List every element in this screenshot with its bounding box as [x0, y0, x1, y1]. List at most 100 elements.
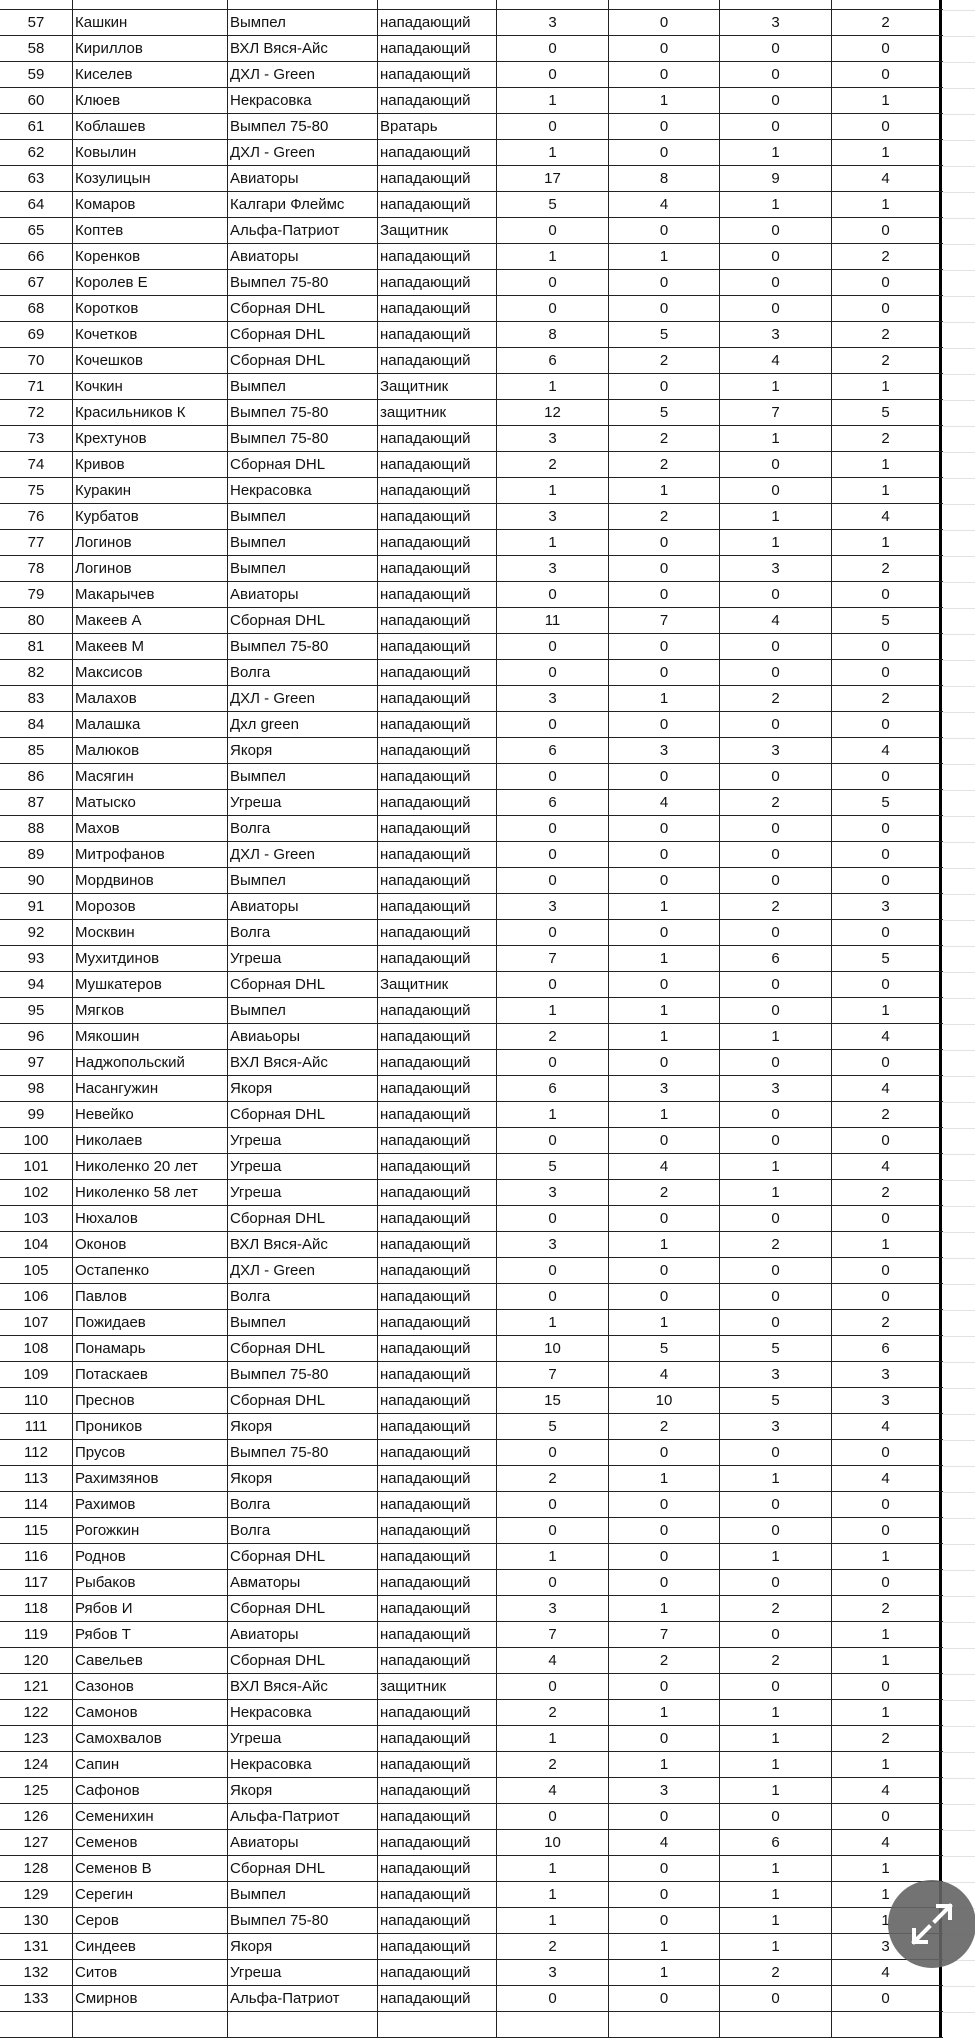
cell-team[interactable]: Сборная DHL: [228, 1648, 378, 1673]
cell-stat-2[interactable]: 2: [609, 452, 720, 477]
cell-team[interactable]: Калгари Флеймс: [228, 192, 378, 217]
cell-stat-3[interactable]: 0: [720, 88, 832, 113]
row-header[interactable]: 63: [0, 166, 73, 191]
cell-team[interactable]: Вымпел: [228, 998, 378, 1023]
row-header[interactable]: 118: [0, 1596, 73, 1621]
cell-stat-3[interactable]: 0: [720, 998, 832, 1023]
row-header[interactable]: 85: [0, 738, 73, 763]
cell-player-name[interactable]: Мякошин: [73, 1024, 228, 1049]
cell-team[interactable]: Угреша: [228, 946, 378, 971]
cell-team[interactable]: Якоря: [228, 1466, 378, 1491]
cell-row-number[interactable]: [0, 0, 73, 9]
cell-team[interactable]: Волга: [228, 660, 378, 685]
cell-stat-3[interactable]: 2: [720, 790, 832, 815]
row-header[interactable]: 87: [0, 790, 73, 815]
cell-stat-3[interactable]: 1: [720, 1882, 832, 1907]
cell-player-name[interactable]: Королев Е: [73, 270, 228, 295]
cell-stat-4[interactable]: 0: [832, 114, 942, 139]
cell-stat-2[interactable]: 8: [609, 166, 720, 191]
cell-team[interactable]: ВХЛ Вяся-Айс: [228, 1050, 378, 1075]
row-header[interactable]: 114: [0, 1492, 73, 1517]
cell-position[interactable]: нападающий: [378, 1024, 497, 1049]
cell-stat-3[interactable]: 6: [720, 946, 832, 971]
cell-position[interactable]: нападающий: [378, 1830, 497, 1855]
cell-stat-2[interactable]: 0: [609, 764, 720, 789]
cell-position[interactable]: нападающий: [378, 1102, 497, 1127]
cell-position[interactable]: нападающий: [378, 1856, 497, 1881]
cell-stat-1[interactable]: 3: [497, 686, 609, 711]
cell-player-name[interactable]: Комаров: [73, 192, 228, 217]
cell-stat-4[interactable]: 0: [832, 920, 942, 945]
cell-player-name[interactable]: Пожидаев: [73, 1310, 228, 1335]
cell-team[interactable]: Авиаторы: [228, 894, 378, 919]
cell-stat-1[interactable]: 1: [497, 1544, 609, 1569]
cell-stat-3[interactable]: [720, 0, 832, 9]
cell-team[interactable]: Вымпел 75-80: [228, 1362, 378, 1387]
cell-stat-2[interactable]: 0: [609, 270, 720, 295]
row-header[interactable]: 108: [0, 1336, 73, 1361]
cell-stat-3[interactable]: 2: [720, 894, 832, 919]
cell-position[interactable]: нападающий: [378, 686, 497, 711]
cell-team[interactable]: Вымпел: [228, 556, 378, 581]
cell-team[interactable]: Вымпел 75-80: [228, 400, 378, 425]
cell-position[interactable]: нападающий: [378, 140, 497, 165]
cell-position[interactable]: нападающий: [378, 1648, 497, 1673]
cell-stat-2[interactable]: 0: [609, 140, 720, 165]
row-header[interactable]: 64: [0, 192, 73, 217]
cell-stat-2[interactable]: 0: [609, 530, 720, 555]
cell-player-name[interactable]: Потаскаев: [73, 1362, 228, 1387]
cell-position[interactable]: нападающий: [378, 1804, 497, 1829]
cell-team[interactable]: Альфа-Патриот: [228, 1804, 378, 1829]
cell-player-name[interactable]: Семенихин: [73, 1804, 228, 1829]
cell-stat-2[interactable]: 1: [609, 1466, 720, 1491]
cell-stat-4[interactable]: 1: [832, 452, 942, 477]
cell-stat-3[interactable]: 0: [720, 478, 832, 503]
cell-stat-3[interactable]: 1: [720, 1752, 832, 1777]
cell-team[interactable]: Угреша: [228, 790, 378, 815]
cell-stat-3[interactable]: 0: [720, 1310, 832, 1335]
cell-player-name[interactable]: Малюков: [73, 738, 228, 763]
cell-stat-3[interactable]: 2: [720, 1960, 832, 1985]
row-header[interactable]: 67: [0, 270, 73, 295]
cell-stat-1[interactable]: 0: [497, 1986, 609, 2011]
cell-stat-4[interactable]: 3: [832, 1388, 942, 1413]
cell-position[interactable]: нападающий: [378, 1570, 497, 1595]
cell-stat-3[interactable]: [720, 2012, 832, 2037]
cell-position[interactable]: нападающий: [378, 1076, 497, 1101]
row-header[interactable]: 83: [0, 686, 73, 711]
cell-stat-3[interactable]: 3: [720, 556, 832, 581]
cell-position[interactable]: нападающий: [378, 738, 497, 763]
cell-position[interactable]: нападающий: [378, 1492, 497, 1517]
cell-player-name[interactable]: Сазонов: [73, 1674, 228, 1699]
cell-stat-4[interactable]: 0: [832, 972, 942, 997]
cell-stat-1[interactable]: 0: [497, 1440, 609, 1465]
row-header[interactable]: 70: [0, 348, 73, 373]
row-header[interactable]: 73: [0, 426, 73, 451]
cell-stat-2[interactable]: 0: [609, 1908, 720, 1933]
row-header[interactable]: 71: [0, 374, 73, 399]
cell-stat-1[interactable]: 6: [497, 790, 609, 815]
row-header[interactable]: 77: [0, 530, 73, 555]
cell-stat-4[interactable]: 0: [832, 1674, 942, 1699]
cell-player-name[interactable]: Митрофанов: [73, 842, 228, 867]
cell-player-name[interactable]: Кашкин: [73, 10, 228, 35]
row-header[interactable]: 132: [0, 1960, 73, 1985]
cell-position[interactable]: нападающий: [378, 1596, 497, 1621]
cell-stat-3[interactable]: 2: [720, 1232, 832, 1257]
cell-position[interactable]: нападающий: [378, 1778, 497, 1803]
cell-stat-4[interactable]: 2: [832, 348, 942, 373]
cell-stat-2[interactable]: 0: [609, 920, 720, 945]
cell-stat-1[interactable]: 1: [497, 1908, 609, 1933]
cell-stat-2[interactable]: 0: [609, 218, 720, 243]
cell-player-name[interactable]: Крехтунов: [73, 426, 228, 451]
row-header[interactable]: 58: [0, 36, 73, 61]
cell-stat-4[interactable]: 1: [832, 1856, 942, 1881]
cell-stat-3[interactable]: 0: [720, 296, 832, 321]
cell-position[interactable]: нападающий: [378, 1388, 497, 1413]
cell-stat-3[interactable]: 0: [720, 1622, 832, 1647]
cell-position[interactable]: нападающий: [378, 504, 497, 529]
cell-stat-1[interactable]: 11: [497, 608, 609, 633]
cell-stat-2[interactable]: 4: [609, 790, 720, 815]
cell-stat-1[interactable]: 0: [497, 1492, 609, 1517]
cell-stat-1[interactable]: 0: [497, 296, 609, 321]
